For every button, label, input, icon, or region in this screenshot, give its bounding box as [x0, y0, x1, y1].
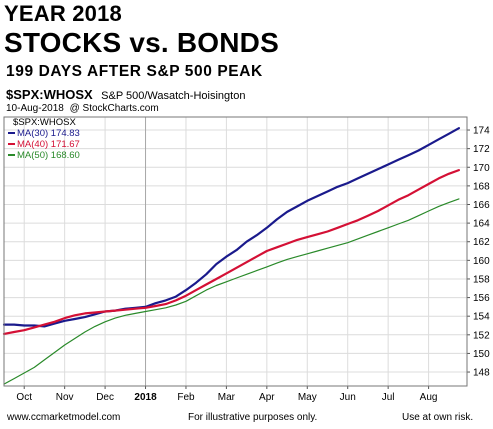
- chart-date: 10-Aug-2018: [6, 103, 64, 114]
- y-tick-label: 168: [473, 181, 490, 192]
- y-tick-label: 160: [473, 256, 490, 267]
- y-tick-label: 164: [473, 219, 490, 230]
- symbol-line: $SPX:WHOSX S&P 500/Wasatch-Hoisington: [6, 86, 245, 104]
- x-tick-label: Jun: [340, 392, 356, 403]
- y-tick-label: 158: [473, 274, 490, 285]
- x-tick-label: Jul: [382, 392, 395, 403]
- legend-title: $SPX:WHOSX: [13, 117, 76, 128]
- y-tick-label: 148: [473, 368, 490, 379]
- y-tick-label: 162: [473, 237, 490, 248]
- legend-entry: MA(50) 168.60: [17, 150, 80, 161]
- x-tick-label: Nov: [56, 392, 74, 403]
- x-tick-label: Oct: [16, 392, 32, 403]
- y-tick-label: 174: [473, 126, 490, 137]
- y-tick-label: 170: [473, 163, 490, 174]
- x-tick-label: Feb: [177, 392, 195, 403]
- footer-disclaimer: For illustrative purposes only.: [188, 412, 318, 423]
- footer-website: www.ccmarketmodel.com: [7, 412, 121, 423]
- footer-risk: Use at own risk.: [402, 412, 474, 423]
- chart-source: @ StockCharts.com: [69, 103, 159, 114]
- y-tick-label: 156: [473, 293, 490, 304]
- legend-entry: MA(40) 171.67: [17, 139, 80, 150]
- title-year: YEAR 2018: [4, 1, 122, 26]
- y-tick-label: 166: [473, 200, 490, 211]
- x-tick-label: Dec: [96, 392, 114, 403]
- y-tick-label: 172: [473, 144, 490, 155]
- x-tick-label: 2018: [134, 392, 157, 403]
- y-tick-label: 150: [473, 349, 490, 360]
- x-tick-label: Apr: [259, 392, 275, 403]
- x-tick-label: May: [298, 392, 317, 403]
- line-chart: 148 150 152 154 156 158 160 162 164 166 168 170 172 1…: [2, 116, 490, 403]
- subtitle: 199 DAYS AFTER S&P 500 PEAK: [6, 63, 263, 80]
- legend-entry: MA(30) 174.83: [17, 128, 80, 139]
- x-tick-label: Mar: [218, 392, 236, 403]
- date-source-line: 10-Aug-2018 @ StockCharts.com: [6, 103, 162, 114]
- series-line-1: [2, 127, 460, 328]
- x-tick-label: Aug: [420, 392, 438, 403]
- series-line-2: [2, 168, 460, 335]
- symbol-description: S&P 500/Wasatch-Hoisington: [101, 90, 246, 102]
- plot-frame: [3, 116, 468, 387]
- title-main: STOCKS vs. BONDS: [4, 27, 279, 58]
- symbol-ticker: $SPX:WHOSX: [6, 87, 93, 102]
- series-line-3: [3, 198, 460, 385]
- y-tick-label: 152: [473, 330, 490, 341]
- y-tick-label: 154: [473, 312, 490, 323]
